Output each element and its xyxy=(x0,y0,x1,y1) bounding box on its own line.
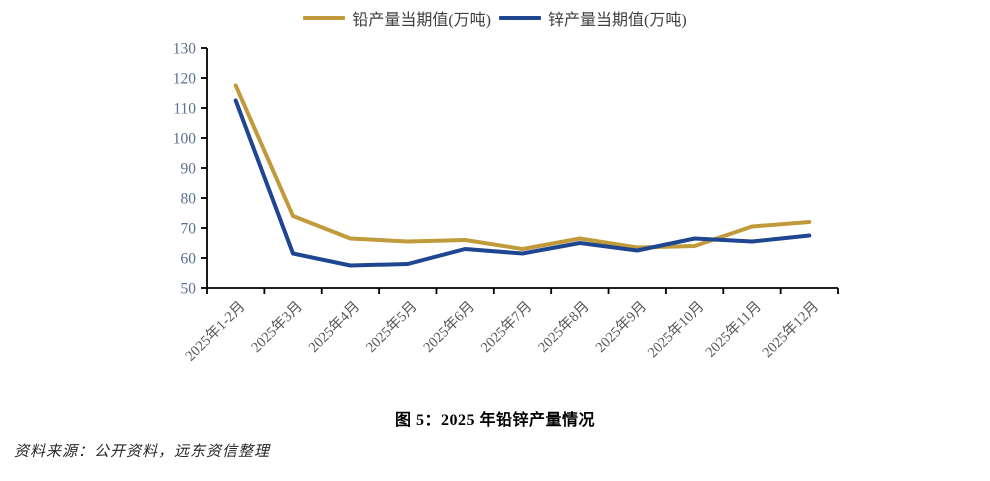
svg-text:2025年1-2月: 2025年1-2月 xyxy=(182,298,249,365)
svg-text:60: 60 xyxy=(181,251,197,268)
svg-text:2025年10月: 2025年10月 xyxy=(644,298,707,361)
svg-text:110: 110 xyxy=(173,101,196,118)
svg-text:2025年8月: 2025年8月 xyxy=(535,298,593,356)
figure-title: 图 5：2025 年铅锌产量情况 xyxy=(394,412,595,429)
chart-legend: 铅产量当期值(万吨) 锌产量当期值(万吨) xyxy=(0,6,990,30)
svg-text:2025年3月: 2025年3月 xyxy=(248,298,306,356)
svg-text:2025年4月: 2025年4月 xyxy=(305,298,363,356)
zinc-series-swatch-icon xyxy=(499,16,541,20)
legend-item-zinc: 锌产量当期值(万吨) xyxy=(499,6,687,30)
svg-text:2025年6月: 2025年6月 xyxy=(420,298,478,356)
svg-text:130: 130 xyxy=(173,41,197,58)
svg-text:100: 100 xyxy=(173,131,197,148)
svg-text:2025年12月: 2025年12月 xyxy=(759,298,822,361)
svg-text:120: 120 xyxy=(173,71,197,88)
svg-text:80: 80 xyxy=(181,191,197,208)
svg-text:70: 70 xyxy=(181,221,197,238)
svg-text:50: 50 xyxy=(181,281,197,298)
svg-text:90: 90 xyxy=(181,161,197,178)
svg-text:2025年5月: 2025年5月 xyxy=(362,298,420,356)
legend-label-lead: 铅产量当期值(万吨) xyxy=(352,12,491,29)
lead-series-swatch-icon xyxy=(303,16,346,20)
figure-source-note: 资料来源：公开资料，远东资信整理 xyxy=(14,444,271,460)
svg-text:2025年11月: 2025年11月 xyxy=(702,298,765,361)
svg-text:2025年9月: 2025年9月 xyxy=(592,298,650,356)
legend-item-lead: 铅产量当期值(万吨) xyxy=(303,6,491,30)
legend-label-zinc: 锌产量当期值(万吨) xyxy=(548,12,687,29)
svg-text:2025年7月: 2025年7月 xyxy=(477,298,535,356)
